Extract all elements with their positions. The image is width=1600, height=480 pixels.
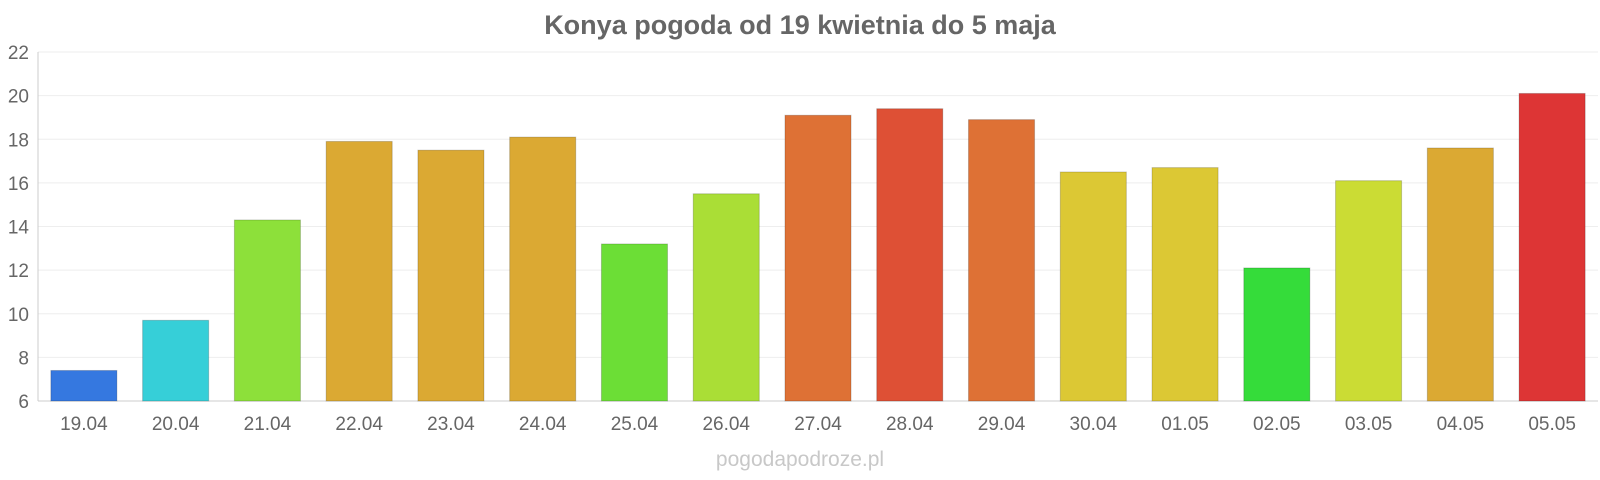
bar-01.05 bbox=[1151, 167, 1219, 402]
x-tick-labels: 19.04 20.04 21.04 22.04 23.04 24.04 25.04 26.04… bbox=[60, 414, 1576, 435]
x-tick-label: 29.04 bbox=[978, 414, 1026, 435]
bars bbox=[50, 92, 1586, 402]
bar-03.05 bbox=[1335, 180, 1403, 402]
x-tick-label: 28.04 bbox=[886, 414, 934, 435]
x-tick-label: 19.04 bbox=[60, 414, 108, 435]
bar-05.05 bbox=[1518, 92, 1586, 402]
x-tick-label: 30.04 bbox=[1070, 414, 1118, 435]
bar-27.04 bbox=[784, 114, 852, 402]
x-tick-label: 25.04 bbox=[611, 414, 659, 435]
bar-28.04 bbox=[876, 108, 944, 402]
y-tick-label: 20 bbox=[8, 87, 29, 108]
y-tick-label: 8 bbox=[18, 348, 29, 369]
x-tick-label: 22.04 bbox=[335, 414, 383, 435]
x-tick-label: 26.04 bbox=[702, 414, 750, 435]
bar-29.04 bbox=[967, 119, 1036, 402]
y-tick-label: 22 bbox=[8, 43, 29, 64]
x-tick-label: 24.04 bbox=[519, 414, 567, 435]
bar-20.04 bbox=[142, 319, 210, 402]
y-tick-label: 16 bbox=[8, 174, 29, 195]
bar-22.04 bbox=[325, 140, 393, 402]
x-tick-label: 03.05 bbox=[1345, 414, 1393, 435]
source-watermark: pogodapodroze.pl bbox=[715, 448, 885, 471]
x-tick-label: 04.05 bbox=[1437, 414, 1485, 435]
bar-30.04 bbox=[1059, 171, 1127, 402]
bar-21.04 bbox=[233, 219, 301, 402]
bar-26.04 bbox=[692, 193, 760, 402]
x-tick-label: 02.05 bbox=[1253, 414, 1301, 435]
bar-02.05 bbox=[1243, 267, 1311, 402]
x-tick-label: 05.05 bbox=[1528, 414, 1576, 435]
bar-25.04 bbox=[600, 243, 669, 402]
x-tick-label: 01.05 bbox=[1161, 414, 1209, 435]
x-tick-label: 21.04 bbox=[244, 414, 292, 435]
chart-title: Konya pogoda od 19 kwietnia do 5 maja bbox=[544, 10, 1056, 40]
bar-04.05 bbox=[1426, 147, 1494, 402]
bar-23.04 bbox=[417, 149, 485, 402]
y-tick-label: 18 bbox=[8, 130, 29, 151]
x-tick-label: 23.04 bbox=[427, 414, 475, 435]
y-tick-label: 14 bbox=[8, 218, 30, 239]
x-tick-label: 27.04 bbox=[794, 414, 842, 435]
y-tick-label: 10 bbox=[8, 305, 29, 326]
y-tick-labels: 6 8 10 12 14 16 18 20 22 bbox=[8, 43, 30, 413]
y-tick-label: 12 bbox=[8, 261, 29, 282]
bar-24.04 bbox=[509, 136, 577, 402]
x-tick-label: 20.04 bbox=[152, 414, 200, 435]
bar-19.04 bbox=[50, 369, 118, 402]
y-tick-label: 6 bbox=[18, 392, 29, 413]
